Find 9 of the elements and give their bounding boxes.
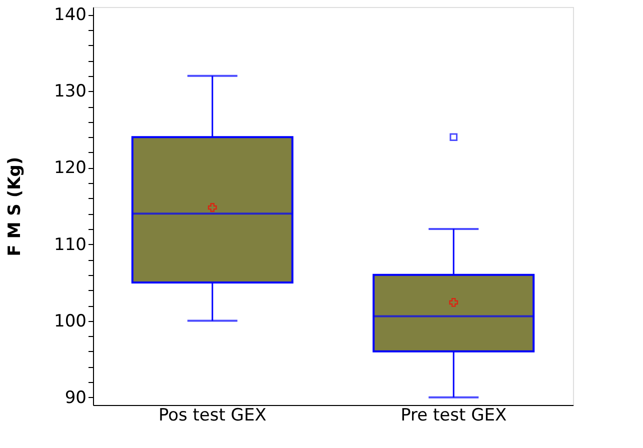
y-tick-label: 120 — [54, 158, 86, 178]
y-axis-title: F M S (Kg) — [5, 156, 26, 256]
y-tick-label: 140 — [54, 5, 86, 26]
x-tick-label: Pos test GEX — [158, 406, 267, 426]
y-tick-label: 90 — [64, 388, 86, 408]
x-tick-label: Pre test GEX — [400, 406, 507, 426]
y-tick-label: 130 — [54, 82, 86, 102]
y-tick-label: 100 — [54, 311, 86, 332]
y-tick-label: 110 — [54, 234, 86, 255]
